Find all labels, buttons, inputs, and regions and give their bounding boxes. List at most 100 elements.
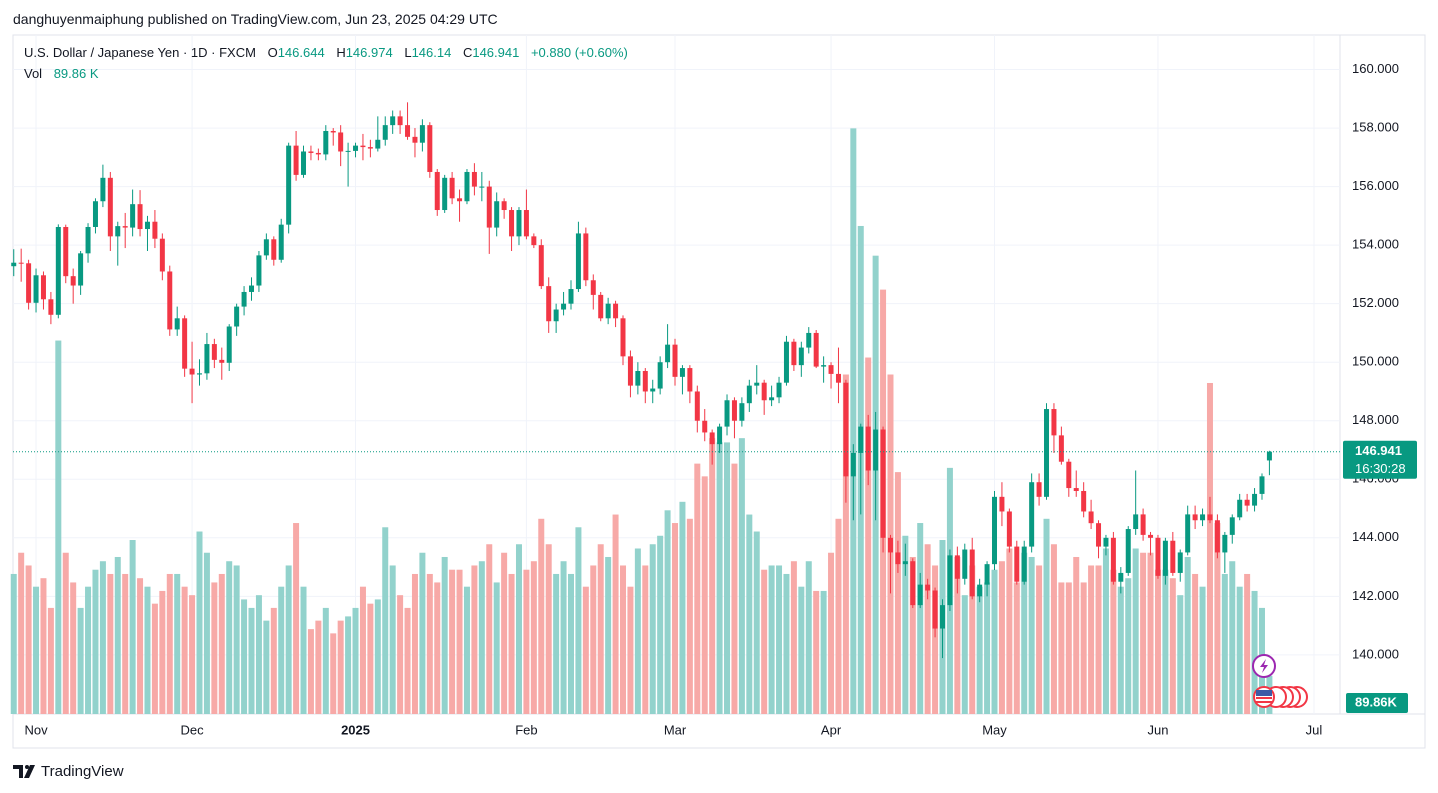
x-tick-label: Feb	[515, 722, 537, 737]
candle-body	[627, 356, 633, 386]
candle-body	[1081, 490, 1087, 512]
volume-bar	[1184, 556, 1191, 714]
volume-bar	[263, 620, 270, 714]
candle-body	[754, 382, 760, 386]
candle-body	[63, 226, 69, 277]
volume-bar	[902, 535, 909, 714]
candle-body	[516, 210, 522, 237]
volume-bar	[582, 586, 589, 714]
candle-body	[902, 561, 908, 565]
volume-bar	[560, 561, 567, 714]
volume-bar	[716, 442, 723, 714]
x-tick-label: Mar	[664, 722, 687, 737]
volume-bar	[359, 586, 366, 714]
candle-body	[1259, 476, 1265, 494]
candle-body	[315, 152, 321, 155]
volume-bar	[842, 374, 849, 714]
volume-bar	[1221, 573, 1228, 714]
flag-stripe	[1256, 701, 1272, 703]
volume-bar	[865, 357, 872, 714]
candle-body	[561, 303, 567, 310]
candle-body	[1125, 529, 1131, 573]
volume-bar	[226, 561, 233, 714]
candle-body	[947, 555, 953, 606]
volume-bar	[1236, 586, 1243, 714]
candle-body	[873, 429, 879, 471]
event-icons[interactable]	[1252, 654, 1308, 708]
candle-body	[107, 177, 113, 237]
candle-body	[219, 359, 225, 363]
candle-body	[405, 125, 411, 137]
candle-body	[635, 370, 641, 386]
volume-bar	[1110, 569, 1117, 714]
candle-body	[1036, 482, 1042, 497]
x-tick-label: 2025	[341, 722, 370, 737]
logo-mark	[25, 765, 29, 769]
candle-body	[887, 537, 893, 553]
candle-body	[1177, 552, 1183, 573]
volume-bar	[397, 595, 404, 714]
candle-body	[1192, 514, 1198, 521]
volume-bar	[515, 544, 522, 714]
volume-bar	[820, 590, 827, 714]
volume-bar	[1251, 590, 1258, 714]
candle-body	[152, 221, 158, 239]
volume-bar	[10, 573, 17, 714]
candle-body	[196, 373, 202, 375]
volume-bar	[151, 603, 158, 714]
volume-bar	[709, 438, 716, 714]
candle-body	[1140, 514, 1146, 535]
candle-body	[434, 171, 440, 211]
x-tick-label: Apr	[821, 722, 842, 737]
volume-bar	[159, 590, 166, 714]
candle-body	[397, 116, 403, 126]
ohlc-label: C	[462, 45, 473, 60]
y-tick-label: 140.000	[1352, 646, 1399, 661]
legend: U.S. Dollar / Japanese Yen · 1D · FXCM O…	[24, 45, 628, 60]
volume-bar	[307, 629, 314, 714]
volume-bar	[352, 607, 359, 714]
candle-body	[709, 432, 715, 445]
volume-bar	[798, 586, 805, 714]
volume-bar	[850, 128, 857, 715]
volume-bar	[47, 607, 54, 714]
volume-bar	[233, 565, 240, 714]
candle-body	[130, 204, 136, 228]
volume-bar	[114, 556, 121, 714]
candle-body	[925, 584, 931, 591]
logo-mark	[24, 765, 35, 778]
candle-body	[167, 271, 173, 330]
volume-bar	[1102, 548, 1109, 714]
candle-body	[226, 326, 232, 363]
candle-body	[100, 177, 106, 202]
x-tick-label: Jul	[1306, 722, 1323, 737]
candle-body	[694, 391, 700, 421]
volume-bar	[1169, 578, 1176, 714]
volume-bar	[790, 561, 797, 714]
candle-body	[1066, 461, 1072, 489]
volume-bar	[77, 607, 84, 714]
volume-legend: Vol 89.86 K	[24, 66, 99, 81]
volume-bar	[345, 616, 352, 714]
volume-bar	[1214, 523, 1221, 714]
volume-bar	[954, 556, 961, 714]
volume-bar	[70, 582, 77, 714]
candle-body	[1133, 514, 1139, 530]
volume-bar	[463, 586, 470, 714]
candle-body	[724, 400, 730, 427]
candle-body	[1006, 511, 1012, 547]
flag-stripe	[1256, 697, 1272, 699]
candle-body	[568, 289, 574, 304]
y-tick-label: 150.000	[1352, 354, 1399, 369]
candle-body	[969, 549, 975, 597]
volume-bar	[441, 556, 448, 714]
candle-body	[182, 318, 188, 369]
candle-body	[798, 347, 804, 366]
candle-body	[523, 210, 529, 237]
ohlc-value: 146.14	[411, 45, 452, 60]
volume-bar	[137, 578, 144, 714]
candle-body	[26, 263, 32, 303]
candle-body	[419, 125, 425, 143]
volume-bar	[255, 595, 262, 714]
candle-body	[917, 584, 923, 606]
